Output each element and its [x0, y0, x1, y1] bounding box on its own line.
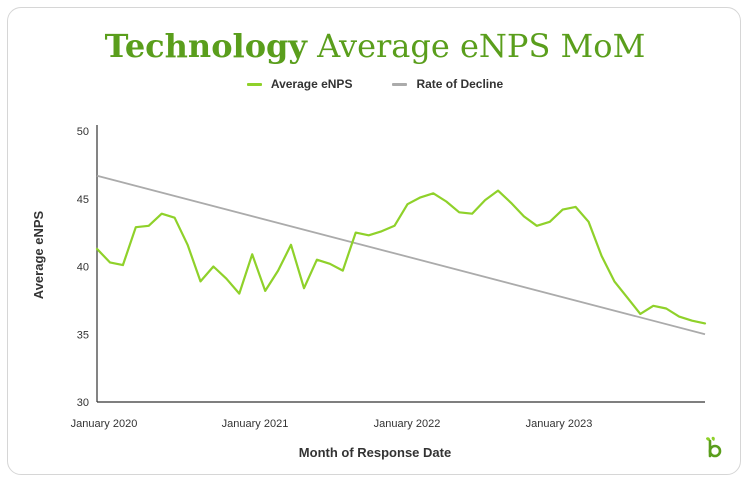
series-line-rate-of-decline — [96, 174, 706, 336]
x-tick-label: January 2022 — [374, 418, 441, 430]
y-tick-label: 50 — [77, 126, 89, 138]
legend-swatch-average-enps — [246, 82, 262, 86]
y-axis-ticks: 30 35 40 45 50 — [77, 126, 89, 409]
legend-swatch-rate-of-decline — [392, 82, 408, 86]
chart-title-rest: Average eNPS MoM — [317, 27, 646, 65]
legend-label-average-enps: Average eNPS — [270, 77, 353, 91]
y-tick-label: 35 — [77, 329, 89, 341]
chart-legend: Average eNPS Rate of Decline — [0, 77, 750, 91]
legend-item-rate-of-decline[interactable]: Rate of Decline — [392, 77, 503, 91]
chart-series — [95, 174, 707, 336]
y-tick-label: 40 — [77, 262, 89, 274]
chart-axes — [96, 125, 705, 403]
y-tick-label: 45 — [77, 194, 89, 206]
y-axis-title: Average eNPS — [31, 210, 46, 299]
y-tick-label: 30 — [77, 397, 89, 409]
legend-item-average-enps[interactable]: Average eNPS — [246, 77, 353, 91]
chart-title: Technology Average eNPS MoM — [0, 26, 750, 66]
x-tick-label: January 2023 — [526, 418, 593, 430]
series-line-average-enps — [95, 189, 707, 325]
chart-title-bold: Technology — [104, 27, 307, 65]
x-tick-label: January 2021 — [222, 418, 289, 430]
x-axis-title: Month of Response Date — [299, 445, 451, 460]
x-axis-ticks: January 2020 January 2021 January 2022 Janu… — [71, 418, 593, 430]
x-tick-label: January 2020 — [71, 418, 138, 430]
chart-card — [7, 7, 741, 475]
sprout-b-logo-icon — [706, 436, 722, 458]
legend-label-rate-of-decline: Rate of Decline — [416, 77, 504, 91]
